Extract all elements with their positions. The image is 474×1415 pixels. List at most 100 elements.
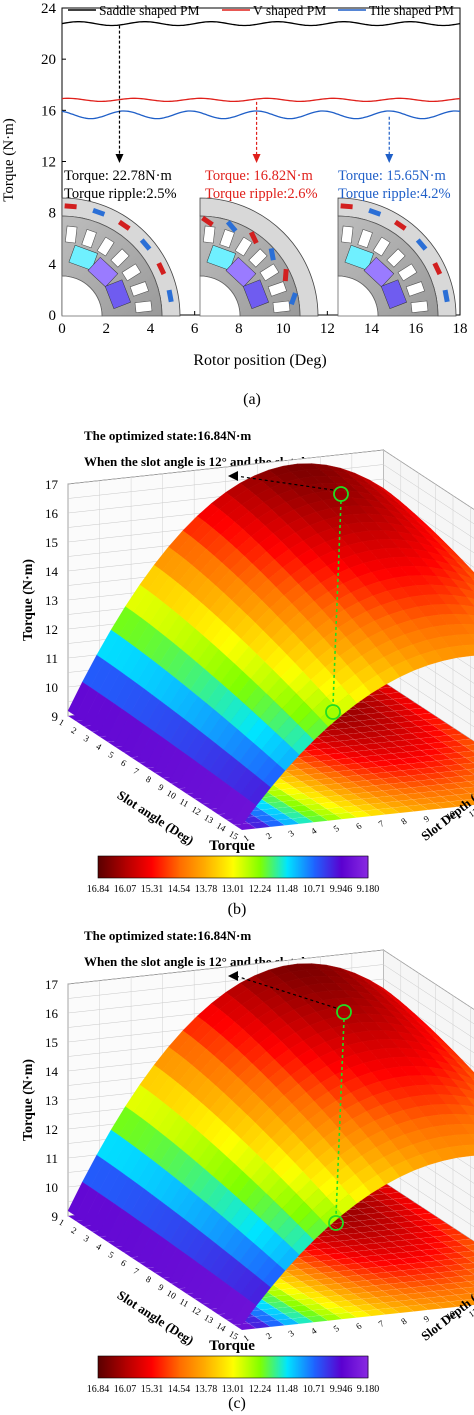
z-tick-label: 10 — [45, 680, 58, 695]
annotation-ripple: Torque ripple:4.2% — [338, 186, 451, 202]
colorbar-segment — [125, 1356, 153, 1378]
colorbar-label: 12.24 — [249, 884, 272, 895]
surface-title: The optimized state:16.84N·m — [84, 428, 251, 443]
slot-depth-tick: 11 — [467, 806, 474, 819]
colorbar-label: 16.84 — [87, 884, 110, 895]
slot-depth-tick: 5 — [332, 823, 342, 834]
x-tick-label: 4 — [147, 321, 155, 337]
slot-angle-tick: 1 — [57, 717, 66, 728]
x-tick-label: 2 — [102, 321, 110, 337]
colorbar-label: 9.180 — [357, 1384, 380, 1395]
slot-depth-tick: 6 — [354, 1320, 364, 1331]
slot-angle-tick: 6 — [119, 1258, 128, 1269]
colorbar-label: 11.48 — [276, 884, 298, 895]
colorbar-segment — [152, 856, 180, 878]
slot-depth-tick: 7 — [377, 818, 387, 829]
slot-angle-tick: 10 — [165, 788, 178, 801]
slot-angle-tick: 1 — [57, 1217, 66, 1228]
y-tick-label: 8 — [49, 206, 57, 222]
colorbar-label: 9.180 — [357, 884, 380, 895]
slot-depth-tick: 9 — [422, 1313, 432, 1324]
slot-angle-tick: 13 — [202, 812, 215, 825]
slot-angle-tick: 3 — [82, 733, 91, 744]
series-line-v — [61, 97, 461, 103]
slot-depth-tick: 5 — [332, 1323, 342, 1334]
slot-angle-tick: 9 — [157, 782, 166, 793]
optimum-marker — [228, 971, 352, 1231]
x-tick-label: 0 — [58, 321, 66, 337]
optimum-marker — [228, 471, 349, 720]
y-tick-label: 4 — [49, 257, 57, 273]
legend-label: Tile shaped PM — [369, 3, 454, 18]
z-tick-label: 9 — [52, 709, 59, 724]
annotation-arrow-head — [252, 154, 261, 163]
colorbar-label: 9.946 — [330, 884, 353, 895]
y-tick-label: 16 — [41, 103, 57, 119]
colorbar-label: 16.07 — [114, 884, 137, 895]
x-tick-label: 12 — [320, 321, 335, 337]
z-tick-label: 9 — [52, 1209, 59, 1224]
y-tick-label: 0 — [49, 308, 57, 324]
slot-angle-tick: 11 — [178, 1296, 191, 1309]
torque-surface — [67, 463, 474, 826]
slot-depth-tick: 7 — [377, 1318, 387, 1329]
z-tick-label: 17 — [45, 977, 59, 992]
x-tick-label: 16 — [408, 321, 424, 337]
colorbar-segment — [206, 856, 234, 878]
colorbar-segment — [314, 856, 342, 878]
colorbar-segment — [260, 1356, 288, 1378]
z-axis: 9 10 11 12 13 14 15 16 17 Torque (N·m) — [21, 977, 59, 1224]
slot-angle-tick: 4 — [94, 1241, 103, 1252]
colorbar-segment — [98, 856, 126, 878]
z-tick-label: 11 — [45, 651, 58, 666]
rotor-drawing-saddle — [61, 197, 181, 317]
optimum-callout-arrow — [228, 971, 238, 981]
colorbar-segment — [287, 1356, 315, 1378]
colorbar-segment — [125, 856, 153, 878]
colorbar: Torque 16.84 16.07 15.31 14.54 13.78 13.01 12.2… — [87, 1338, 380, 1395]
z-tick-label: 16 — [45, 506, 59, 521]
annotation-torque: Torque: 22.78N·m — [64, 168, 172, 184]
z-tick-label: 10 — [45, 1180, 58, 1195]
annotation-ripple: Torque ripple:2.6% — [205, 186, 318, 202]
colorbar-segment — [179, 1356, 207, 1378]
slot-angle-tick: 14 — [215, 1320, 228, 1333]
colorbar-label: 13.78 — [195, 884, 218, 895]
annotation-arrow-head — [385, 154, 394, 163]
slot-angle-tick: 8 — [144, 774, 153, 785]
z-tick-label: 13 — [45, 593, 58, 608]
x-tick-label: 6 — [191, 321, 199, 337]
optimum-callout-line — [235, 475, 334, 491]
slot-depth-tick: 11 — [467, 1306, 474, 1319]
slot-angle-tick: 5 — [107, 749, 116, 760]
colorbar-label: 14.54 — [168, 1384, 191, 1395]
y-tick-label: 12 — [41, 155, 56, 171]
y-axis-label: Torque (N·m) — [1, 118, 17, 202]
colorbar-label: 10.71 — [303, 884, 326, 895]
surface-title: The optimized state:16.84N·m — [84, 928, 251, 943]
colorbar-segment — [341, 856, 369, 878]
slot-angle-tick: 10 — [165, 1288, 178, 1301]
colorbar-segment — [314, 1356, 342, 1378]
rotor-cross-section-drawings — [61, 197, 457, 317]
z-tick-label: 16 — [45, 1006, 59, 1021]
x-tick-label: 18 — [453, 321, 468, 337]
z-tick-label: 12 — [45, 622, 58, 637]
slot-depth-tick: 2 — [264, 1330, 273, 1341]
z-axis-label: Torque (N·m) — [21, 1059, 36, 1141]
optimum-circle-floor — [328, 1215, 344, 1231]
colorbar-segment — [341, 1356, 369, 1378]
colorbar-label: 14.54 — [168, 884, 191, 895]
x-tick-label: 14 — [364, 321, 380, 337]
colorbar-label: 15.31 — [141, 884, 164, 895]
slot-depth-tick: 4 — [309, 825, 319, 836]
slot-angle-tick: 4 — [94, 741, 103, 752]
slot-depth-tick: 3 — [286, 1328, 296, 1339]
slot-depth-tick: 2 — [264, 830, 273, 841]
series-line-saddle — [61, 21, 461, 27]
slot-angle-tick: 7 — [132, 766, 141, 777]
colorbar-segment — [233, 1356, 261, 1378]
colorbar-segment — [233, 856, 261, 878]
rotor-drawing-v — [199, 197, 319, 317]
